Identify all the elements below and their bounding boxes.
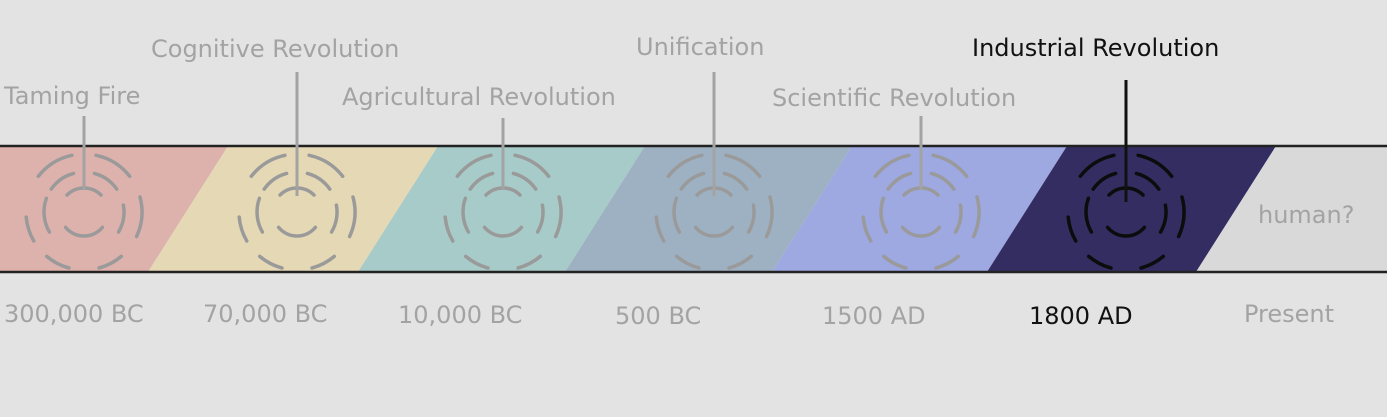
era-band-cognitive-revolution <box>148 146 438 272</box>
ring-arc <box>1136 153 1174 179</box>
ring-arc <box>276 225 318 238</box>
ring-arc <box>42 196 52 234</box>
date-label: 300,000 BC <box>4 300 144 328</box>
ring-arc <box>134 195 144 239</box>
ring-arc <box>1066 215 1078 243</box>
date-label: 70,000 BC <box>203 300 327 328</box>
era-label-agricultural-revolution: Agricultural Revolution <box>342 83 616 111</box>
ring-arc <box>953 203 963 234</box>
era-label-scientific-revolution: Scientific Revolution <box>772 84 1016 112</box>
era-label-unification: Unification <box>636 33 764 61</box>
ring-arc <box>693 225 735 238</box>
ring-arc <box>1139 254 1166 270</box>
ring-arc <box>727 254 754 270</box>
ring-arc <box>764 195 774 239</box>
ring-arc <box>307 153 345 179</box>
ring-arc <box>36 153 74 179</box>
era-band-future <box>1196 146 1387 272</box>
ring-arc <box>666 153 704 179</box>
ring-arc <box>44 254 71 270</box>
era-band-industrial-revolution <box>987 146 1276 272</box>
ring-arc <box>63 225 105 238</box>
ring-arc <box>1158 203 1168 234</box>
ring-arc <box>461 196 471 234</box>
ring-arc <box>455 153 493 179</box>
ring-arc <box>513 153 551 179</box>
ring-arc <box>1091 171 1118 191</box>
era-label-taming-fire: Taming Fire <box>3 82 140 110</box>
ring-arc <box>92 171 119 191</box>
date-label: 500 BC <box>615 302 701 330</box>
era-label-cognitive-revolution: Cognitive Revolution <box>151 35 399 63</box>
date-label: 1800 AD <box>1029 302 1133 330</box>
ring-arc <box>746 203 756 234</box>
ring-arc <box>97 254 124 270</box>
ring-arc <box>262 171 289 191</box>
ring-arc <box>94 153 132 179</box>
ring-arc <box>722 171 749 191</box>
target-rings-icon <box>24 153 144 270</box>
date-label: 1500 AD <box>822 302 926 330</box>
ring-arc <box>463 254 490 270</box>
date-label-present: Present <box>1244 300 1334 328</box>
ring-arc <box>931 153 969 179</box>
ring-arc <box>1105 225 1147 238</box>
ring-arc <box>934 254 961 270</box>
ring-arc <box>116 203 126 234</box>
era-label-industrial-revolution: Industrial Revolution <box>972 34 1219 62</box>
ring-arc <box>654 215 666 243</box>
ring-arc <box>1078 153 1116 179</box>
ring-arc <box>861 215 873 243</box>
ring-arc <box>1084 196 1094 234</box>
ring-arc <box>1134 171 1161 191</box>
ring-arc <box>900 225 942 238</box>
ring-arc <box>879 196 889 234</box>
ring-arc <box>1086 254 1113 270</box>
era-band-taming-fire <box>0 146 228 272</box>
ring-arc <box>553 195 563 239</box>
ring-arc <box>255 196 265 234</box>
ring-arc <box>310 254 337 270</box>
ring-arc <box>886 171 913 191</box>
ring-arc <box>672 196 682 234</box>
ring-arc <box>971 195 981 239</box>
era-band-scientific-revolution <box>772 146 1067 272</box>
ring-arc <box>443 215 455 243</box>
ring-arc <box>49 171 76 191</box>
ring-arc <box>468 171 495 191</box>
ring-arc <box>873 153 911 179</box>
ring-arc <box>237 215 249 243</box>
target-rings-icon <box>237 153 357 270</box>
era-band-unification <box>565 146 852 272</box>
ring-arc <box>482 225 524 238</box>
target-rings-icon <box>861 153 981 270</box>
ring-arc <box>1176 195 1186 239</box>
ring-arc <box>249 153 287 179</box>
ring-arc <box>24 215 36 243</box>
era-bands <box>0 146 1387 272</box>
ring-arc <box>674 254 701 270</box>
ring-arc <box>305 171 332 191</box>
ring-arc <box>724 153 762 179</box>
future-label: human? <box>1258 201 1354 229</box>
era-band-agricultural-revolution <box>358 146 645 272</box>
ring-arc <box>929 171 956 191</box>
ring-arc <box>535 203 545 234</box>
date-label: 10,000 BC <box>398 301 522 329</box>
ring-arc <box>511 171 538 191</box>
ring-arc <box>881 254 908 270</box>
ring-arc <box>347 195 357 239</box>
ring-arc <box>679 171 706 191</box>
ring-arc <box>257 254 284 270</box>
ring-arc <box>516 254 543 270</box>
ring-arc <box>329 203 339 234</box>
